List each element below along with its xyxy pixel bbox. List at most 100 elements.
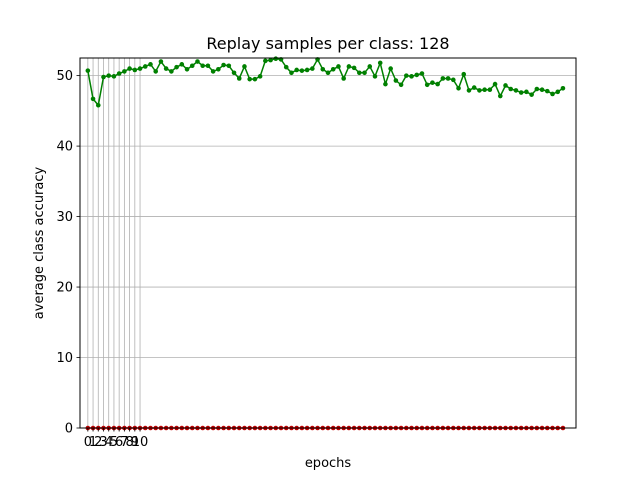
series-0-point bbox=[304, 67, 310, 73]
series-0-point bbox=[216, 66, 221, 72]
y-tick-label: 30 bbox=[56, 210, 73, 225]
series-0-point bbox=[524, 89, 529, 95]
series-0-point bbox=[221, 62, 226, 68]
series-0-point bbox=[330, 66, 336, 72]
series-0-point bbox=[153, 69, 159, 74]
series-0-point bbox=[283, 64, 289, 70]
series-0-point bbox=[544, 88, 550, 94]
series-0-point bbox=[341, 76, 346, 81]
series-0-point bbox=[111, 74, 117, 79]
series-0-point bbox=[163, 66, 169, 71]
series-0-point bbox=[184, 66, 190, 72]
series-0-point bbox=[132, 67, 138, 73]
y-tick-label: 40 bbox=[56, 140, 73, 155]
series-0-point bbox=[174, 64, 179, 70]
series-0-point bbox=[116, 71, 122, 76]
series-0-point bbox=[101, 74, 106, 80]
series-0-point bbox=[492, 81, 498, 87]
series-0-point bbox=[263, 58, 268, 64]
series-0-point bbox=[419, 71, 425, 76]
x-tick-label: 1 bbox=[89, 435, 97, 450]
series-0-point bbox=[529, 92, 534, 97]
x-tick-label: 5 bbox=[110, 435, 118, 450]
plot-frame bbox=[79, 57, 577, 429]
series-0-point bbox=[435, 81, 440, 87]
series-0-point bbox=[503, 83, 508, 88]
series-0-point bbox=[252, 76, 258, 82]
series-0-point bbox=[461, 71, 467, 77]
series-0-point bbox=[142, 64, 148, 69]
x-tick-label: 6 bbox=[115, 435, 123, 450]
series-0-point bbox=[440, 76, 446, 81]
x-axis-label: epochs bbox=[305, 456, 352, 471]
series-0-point bbox=[158, 59, 164, 64]
y-tick-label: 10 bbox=[56, 351, 73, 366]
chart-title: Replay samples per class: 128 bbox=[206, 34, 449, 53]
series-0-point bbox=[367, 64, 373, 69]
x-tick-label: 0 bbox=[84, 435, 92, 450]
series-0-point bbox=[85, 68, 91, 73]
series-0-point bbox=[482, 87, 487, 93]
x-tick-label: 4 bbox=[105, 435, 113, 450]
series-0-point bbox=[497, 93, 503, 99]
series-0-point bbox=[560, 86, 566, 91]
y-tick-label: 0 bbox=[65, 422, 73, 437]
series-layer bbox=[85, 56, 566, 431]
series-0-point bbox=[289, 70, 294, 76]
series-0-point bbox=[310, 66, 315, 71]
series-0-point bbox=[210, 69, 216, 74]
series-0-point bbox=[398, 82, 404, 88]
series-0-point bbox=[189, 63, 195, 69]
series-0-point bbox=[372, 74, 378, 79]
x-tick-label: 8 bbox=[125, 435, 133, 450]
series-0-point bbox=[534, 86, 540, 92]
series-0-point bbox=[137, 66, 143, 71]
series-0-point bbox=[90, 96, 96, 102]
gridlines bbox=[80, 58, 576, 429]
series-0-point bbox=[336, 64, 341, 69]
series-0-point bbox=[351, 65, 357, 71]
series-0-point bbox=[424, 82, 430, 88]
series-0-point bbox=[487, 87, 493, 93]
series-0-point bbox=[451, 77, 456, 83]
series-0-point bbox=[106, 73, 112, 78]
series-0-point bbox=[513, 88, 519, 93]
series-0-point bbox=[179, 62, 185, 67]
series-0-point bbox=[550, 91, 555, 97]
series-0-point bbox=[205, 63, 211, 69]
series-0-point bbox=[477, 88, 482, 93]
series-0-point bbox=[466, 88, 472, 93]
series-0-point bbox=[393, 78, 399, 83]
series-0-point bbox=[404, 73, 409, 78]
series-0-point bbox=[148, 62, 153, 67]
x-tick-label: 10 bbox=[132, 435, 149, 450]
series-0-point bbox=[242, 64, 247, 69]
x-tick-label: 2 bbox=[94, 435, 102, 450]
y-axis-label: average class accuracy bbox=[32, 166, 47, 319]
series-0-point bbox=[268, 57, 273, 63]
series-0-point bbox=[95, 102, 101, 108]
y-tick-label: 50 bbox=[56, 69, 73, 84]
series-0-point bbox=[409, 74, 414, 79]
series-0-point bbox=[226, 63, 232, 69]
series-0-point bbox=[456, 86, 461, 91]
series-0-point bbox=[362, 70, 367, 76]
series-0-point bbox=[127, 66, 132, 71]
series-0-point bbox=[430, 80, 435, 85]
series-0-point bbox=[122, 69, 127, 74]
x-tick-label: 7 bbox=[120, 435, 128, 450]
series-0-point bbox=[346, 64, 352, 69]
series-0-point bbox=[414, 72, 420, 78]
series-0-point bbox=[169, 69, 174, 74]
x-tick-label: 9 bbox=[131, 435, 139, 450]
series-0-point bbox=[539, 87, 545, 93]
series-0-point bbox=[325, 70, 331, 76]
series-0-point bbox=[273, 56, 279, 62]
series-0-point bbox=[257, 74, 263, 79]
series-0-point bbox=[320, 66, 326, 72]
series-0-point bbox=[471, 85, 477, 90]
